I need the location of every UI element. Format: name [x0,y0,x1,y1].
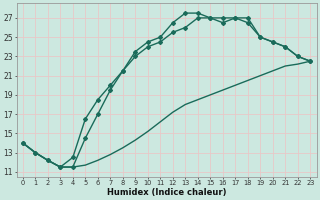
X-axis label: Humidex (Indice chaleur): Humidex (Indice chaleur) [107,188,226,197]
